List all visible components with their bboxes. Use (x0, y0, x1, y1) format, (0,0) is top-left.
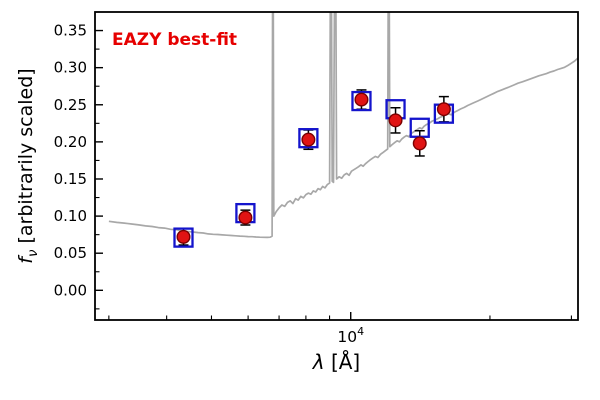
f-symbol: f (15, 256, 38, 264)
model-spectrum-line (108, 12, 578, 239)
observed-photometry-marker (238, 210, 253, 225)
model-photometry-marker (173, 227, 194, 248)
x-axis-unit: [Å] (324, 350, 361, 374)
y-tick-label: 0.00 (54, 281, 87, 299)
model-photometry-marker (351, 90, 372, 112)
y-axis-unit: [arbitrarily scaled] (15, 68, 38, 250)
x-axis-label: λ [Å] (95, 350, 578, 374)
y-axis-label: fν [arbitrarily scaled] (15, 68, 41, 263)
observed-photometry-marker (412, 136, 427, 151)
observed-photometry-marker (176, 229, 191, 244)
model-photometry-marker (298, 128, 319, 149)
observed-photometry-marker (436, 102, 451, 117)
y-tick-label: 0.15 (54, 170, 87, 188)
y-tick-label: 0.05 (54, 244, 87, 262)
y-tick-label: 0.30 (54, 59, 87, 77)
observed-photometry-marker (301, 132, 316, 147)
lambda-symbol: λ (312, 350, 325, 374)
observed-photometry-marker (354, 92, 369, 107)
observed-photometry-marker (388, 113, 403, 128)
y-tick-label: 0.10 (54, 207, 87, 225)
y-tick-label: 0.25 (54, 96, 87, 114)
tick-layer: 0.00 0.05 0.10 0.15 0.20 0.25 0.30 0.35 104 (54, 11, 572, 346)
annotation-eazy: EAZY best-fit (112, 30, 238, 50)
nu-subscript: ν (25, 249, 41, 257)
y-tick-label: 0.35 (54, 22, 87, 40)
y-tick-label: 0.20 (54, 133, 87, 151)
x-tick-label: 104 (337, 325, 364, 346)
axes-frame (94, 11, 579, 321)
